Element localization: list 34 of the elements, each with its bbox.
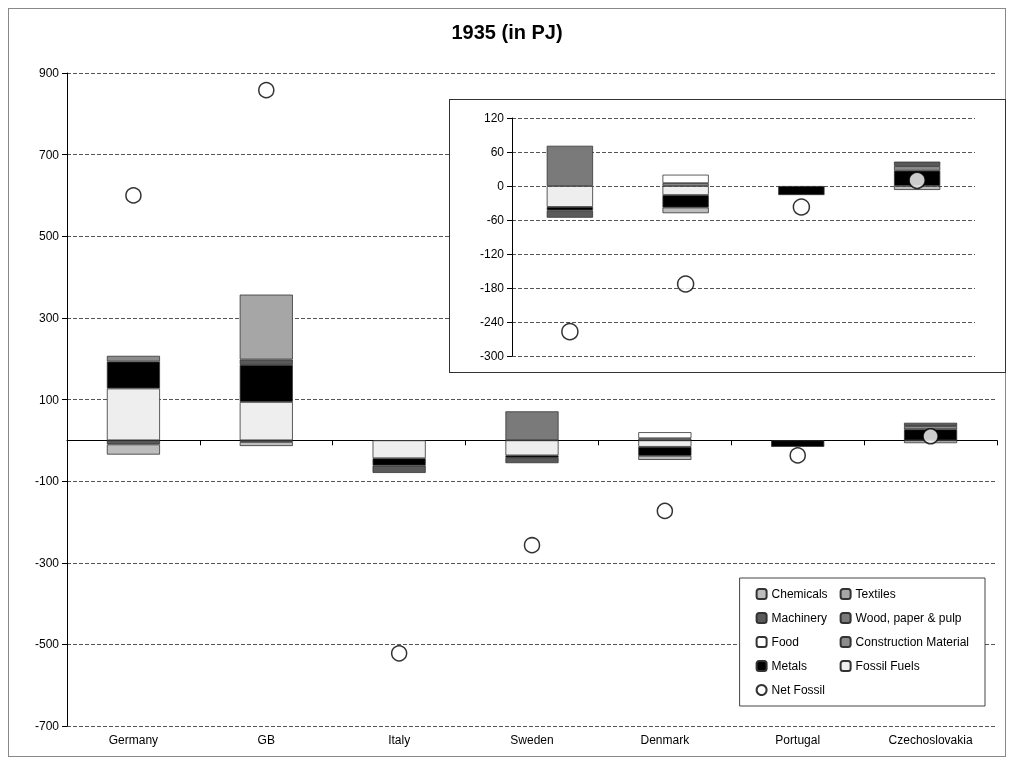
x-tick-label: Czechoslovakia	[888, 733, 973, 747]
y-tick-label: -300	[479, 349, 505, 363]
y-tick-label: 100	[38, 392, 60, 407]
y-tick-label: 60	[490, 145, 505, 159]
legend-label: Textiles	[855, 587, 896, 601]
y-tick-label: -500	[34, 637, 60, 652]
x-tick-label: Portugal	[775, 733, 821, 747]
y-tick-label: -120	[479, 247, 505, 261]
chart-title: 1935 (in PJ)	[451, 21, 563, 43]
legend-label: Fossil Fuels	[855, 659, 920, 673]
legend-label: Machinery	[771, 611, 827, 625]
y-tick-label: -100	[34, 474, 60, 489]
y-tick-label: 0	[497, 179, 505, 193]
y-tick-label: -240	[479, 315, 505, 329]
legend-label: Wood, paper & pulp	[855, 611, 962, 625]
legend-label: Metals	[771, 659, 807, 673]
y-tick-label: 900	[38, 66, 60, 80]
x-tick-label: Sweden	[510, 733, 554, 747]
y-tick-label: 700	[38, 147, 60, 162]
legend-label: Net Fossil	[771, 683, 825, 697]
legend-label: Construction Material	[855, 635, 970, 649]
y-tick-label: -180	[479, 281, 505, 295]
legend-label: Chemicals	[771, 587, 828, 601]
legend-label: Food	[771, 635, 799, 649]
y-tick-label: 500	[38, 229, 60, 244]
y-tick-label: 300	[38, 310, 60, 325]
y-tick-label: -700	[34, 719, 60, 733]
x-tick-label: Denmark	[640, 733, 691, 747]
y-tick-label: -300	[34, 555, 60, 570]
y-tick-label: -60	[486, 213, 505, 227]
x-tick-label: Italy	[388, 733, 411, 747]
x-tick-label: Germany	[108, 733, 159, 747]
x-tick-label: GB	[257, 733, 275, 747]
y-tick-label: 120	[483, 111, 505, 125]
